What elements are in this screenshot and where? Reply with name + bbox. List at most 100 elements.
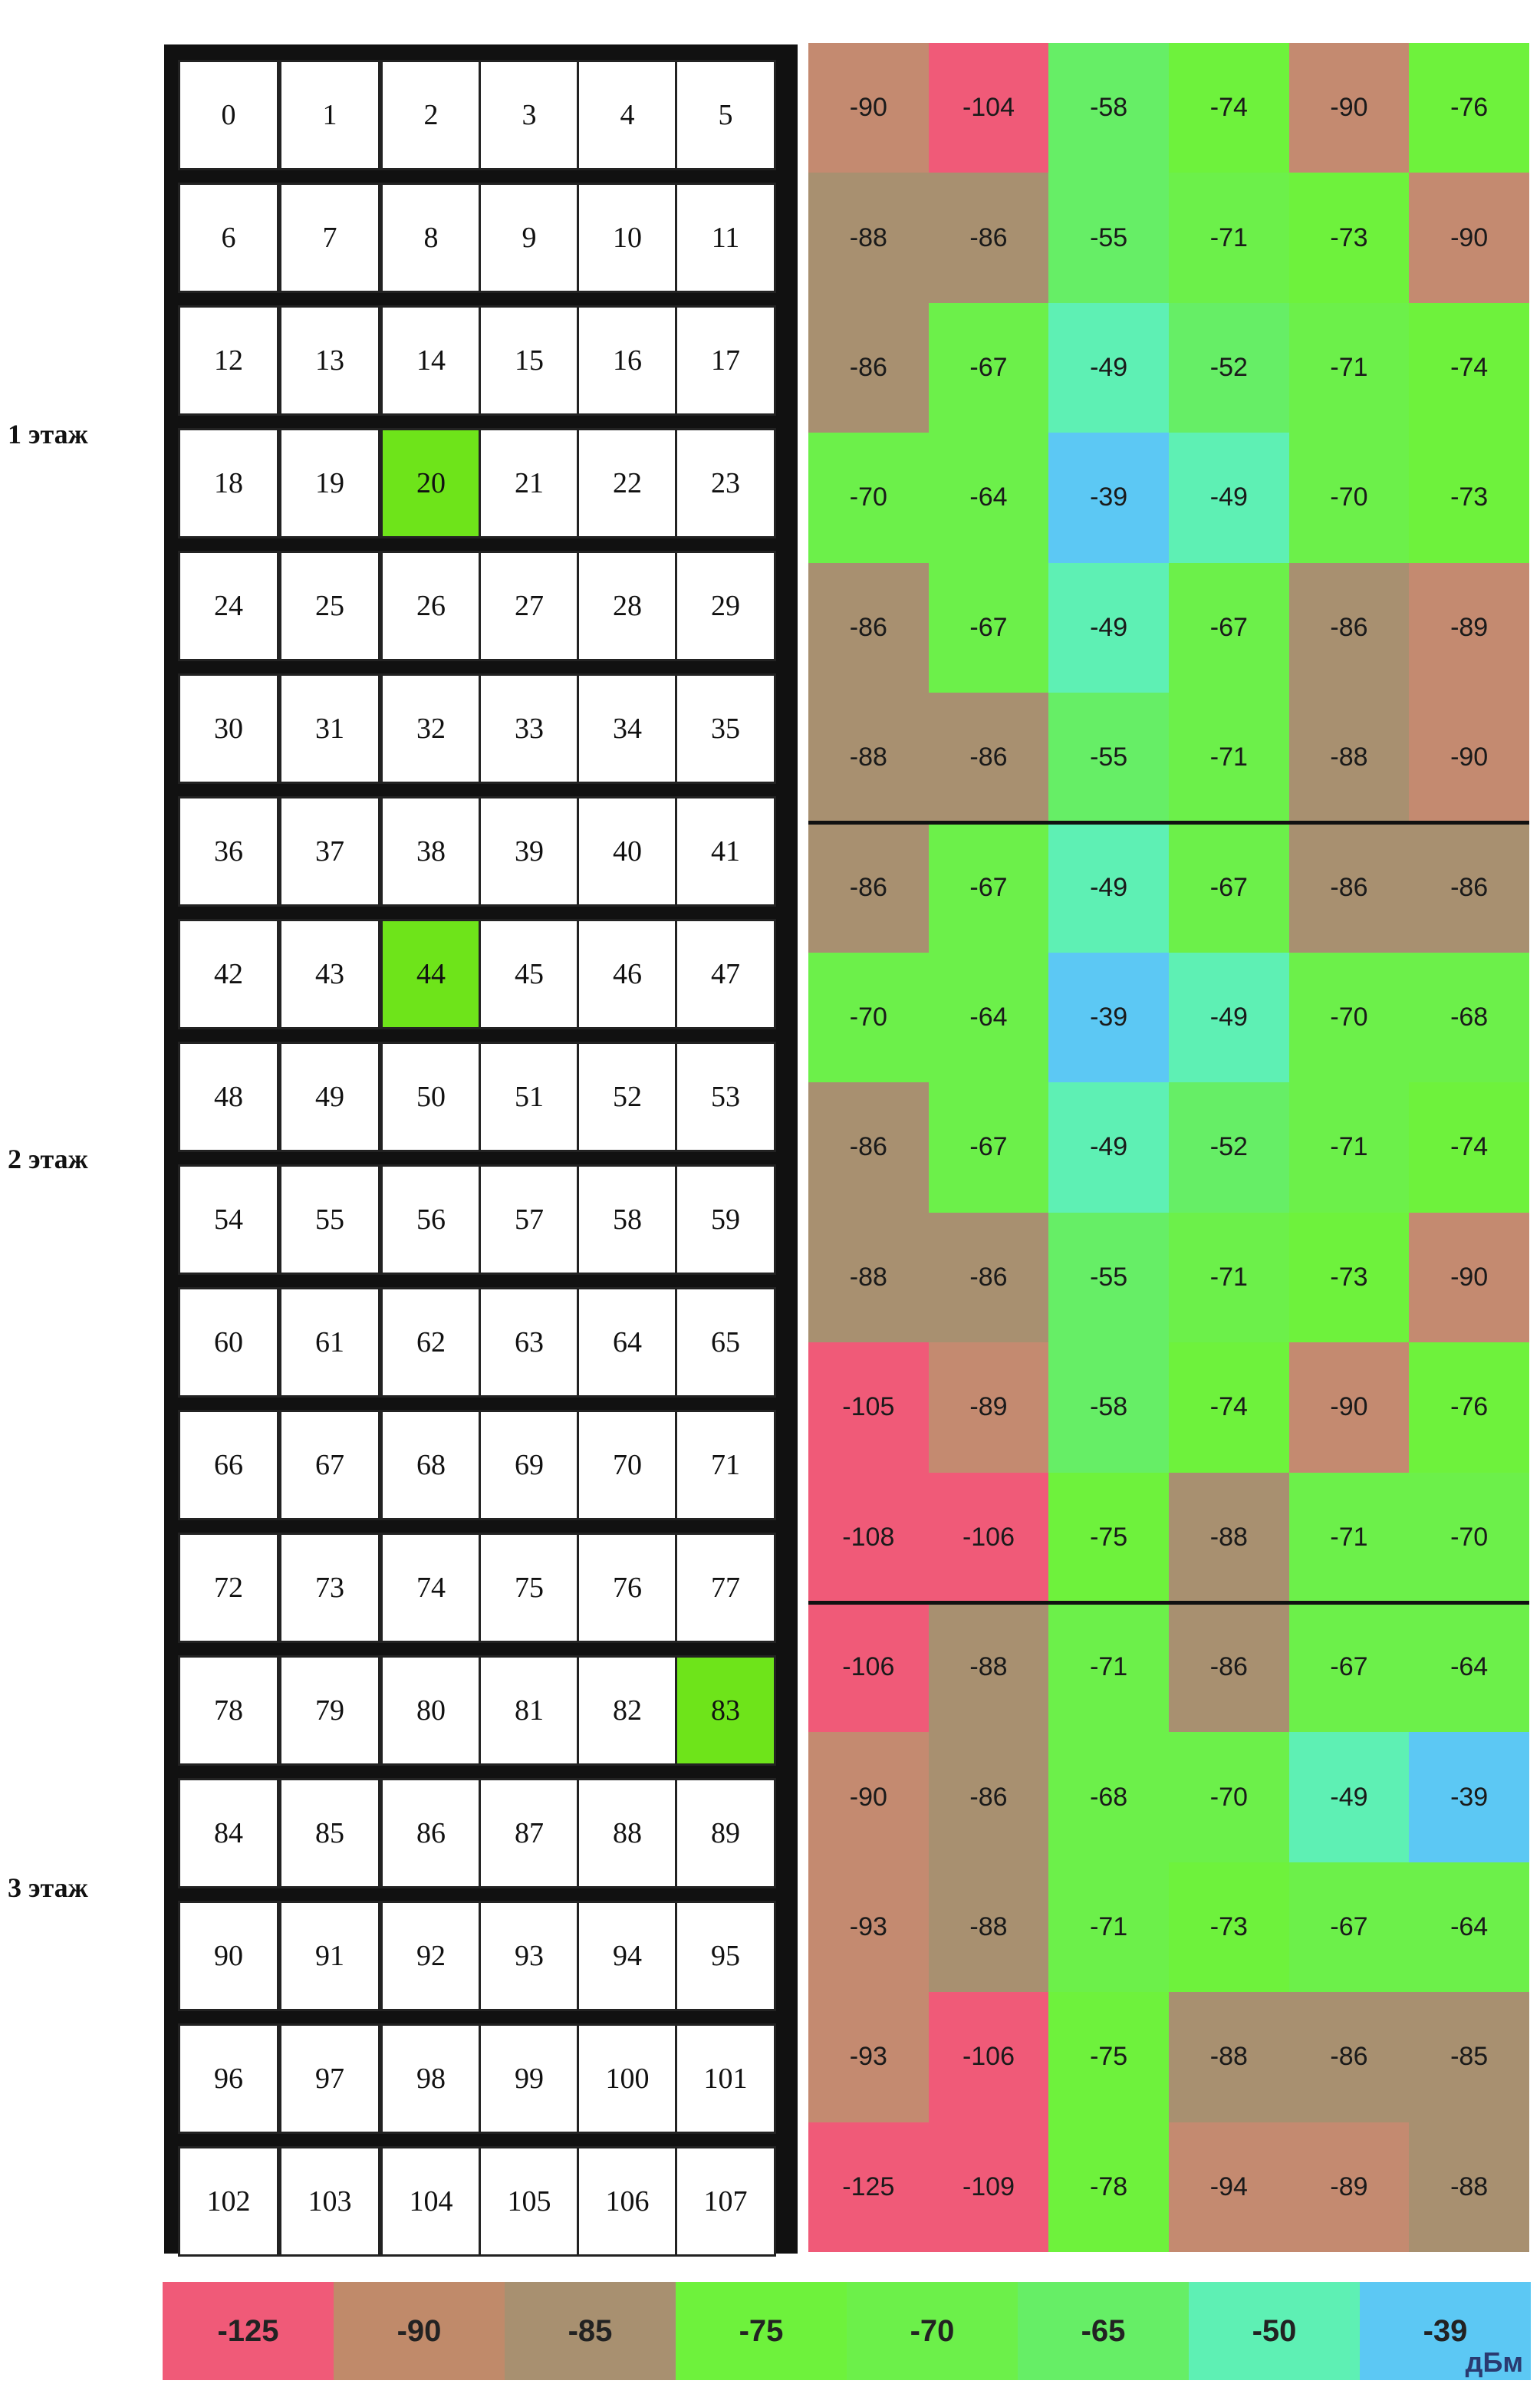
room-78: 78 bbox=[178, 1655, 279, 1766]
heat-cell: -89 bbox=[1409, 562, 1529, 693]
heat-cell: -71 bbox=[1288, 1472, 1410, 1602]
legend-item: -65 bbox=[1018, 2282, 1189, 2380]
heat-cell: -64 bbox=[928, 952, 1049, 1083]
room-3: 3 bbox=[479, 60, 580, 170]
heat-cell: -109 bbox=[928, 2122, 1049, 2252]
room-44: 44 bbox=[380, 919, 482, 1029]
heat-cell: -71 bbox=[1169, 1212, 1289, 1343]
heat-cell: -85 bbox=[1409, 1992, 1529, 2122]
room-87: 87 bbox=[479, 1778, 580, 1888]
heat-cell: -88 bbox=[1169, 1992, 1289, 2122]
heat-cell: -67 bbox=[1169, 562, 1289, 693]
room-99: 99 bbox=[479, 2023, 580, 2134]
room-6: 6 bbox=[178, 183, 279, 293]
room-72: 72 bbox=[178, 1533, 279, 1643]
room-41: 41 bbox=[675, 796, 776, 907]
room-73: 73 bbox=[279, 1533, 380, 1643]
heat-cell: -86 bbox=[1288, 822, 1410, 953]
room-10: 10 bbox=[577, 183, 678, 293]
room-75: 75 bbox=[479, 1533, 580, 1643]
heat-cell: -75 bbox=[1048, 1472, 1169, 1602]
room-15: 15 bbox=[479, 305, 580, 416]
room-33: 33 bbox=[479, 673, 580, 784]
heat-cell: -55 bbox=[1048, 693, 1169, 823]
heat-cell: -70 bbox=[1169, 1732, 1289, 1862]
heat-cell: -70 bbox=[1288, 952, 1410, 1083]
heat-cell: -86 bbox=[1169, 1602, 1289, 1733]
room-63: 63 bbox=[479, 1287, 580, 1398]
heat-cell: -74 bbox=[1409, 302, 1529, 433]
heat-cell: -64 bbox=[1409, 1602, 1529, 1733]
room-8: 8 bbox=[380, 183, 482, 293]
room-95: 95 bbox=[675, 1901, 776, 2011]
heat-cell: -49 bbox=[1048, 302, 1169, 433]
room-104: 104 bbox=[380, 2146, 482, 2257]
legend-item: -39 bbox=[1360, 2282, 1531, 2380]
room-25: 25 bbox=[279, 551, 380, 661]
heat-cell: -67 bbox=[928, 562, 1049, 693]
heat-cell: -71 bbox=[1048, 1602, 1169, 1733]
heat-cell: -74 bbox=[1169, 43, 1289, 173]
heat-cell: -90 bbox=[808, 43, 929, 173]
heat-cell: -39 bbox=[1048, 952, 1169, 1083]
heat-cell: -89 bbox=[1288, 2122, 1410, 2252]
heat-cell: -86 bbox=[1288, 562, 1410, 693]
room-64: 64 bbox=[577, 1287, 678, 1398]
room-98: 98 bbox=[380, 2023, 482, 2134]
room-62: 62 bbox=[380, 1287, 482, 1398]
heat-cell: -86 bbox=[1409, 822, 1529, 953]
room-26: 26 bbox=[380, 551, 482, 661]
room-43: 43 bbox=[279, 919, 380, 1029]
room-34: 34 bbox=[577, 673, 678, 784]
room-28: 28 bbox=[577, 551, 678, 661]
room-71: 71 bbox=[675, 1410, 776, 1520]
room-77: 77 bbox=[675, 1533, 776, 1643]
room-81: 81 bbox=[479, 1655, 580, 1766]
signal-heatmap: -90 -104 -58 -74 -90 -76 -88 -86 -55 -71 -73 -90 -86… bbox=[808, 43, 1529, 2252]
heat-cell: -88 bbox=[1288, 693, 1410, 823]
heat-cell: -86 bbox=[928, 693, 1049, 823]
legend-unit: дБм bbox=[1465, 2346, 1523, 2378]
floor-divider bbox=[808, 821, 1529, 825]
room-67: 67 bbox=[279, 1410, 380, 1520]
heat-cell: -90 bbox=[1409, 693, 1529, 823]
room-42: 42 bbox=[178, 919, 279, 1029]
floor-label-3: 3 этаж bbox=[8, 1872, 88, 1903]
room-65: 65 bbox=[675, 1287, 776, 1398]
heat-cell: -39 bbox=[1409, 1732, 1529, 1862]
room-2: 2 bbox=[380, 60, 482, 170]
heat-cell: -86 bbox=[808, 302, 929, 433]
room-102: 102 bbox=[178, 2146, 279, 2257]
heat-cell: -39 bbox=[1048, 433, 1169, 563]
heat-cell: -88 bbox=[808, 1212, 929, 1343]
room-7: 7 bbox=[279, 183, 380, 293]
heat-cell: -94 bbox=[1169, 2122, 1289, 2252]
heat-cell: -86 bbox=[1288, 1992, 1410, 2122]
heat-cell: -88 bbox=[1169, 1472, 1289, 1602]
heat-cell: -64 bbox=[928, 433, 1049, 563]
room-59: 59 bbox=[675, 1164, 776, 1275]
floor-label-2: 2 этаж bbox=[8, 1144, 88, 1174]
room-100: 100 bbox=[577, 2023, 678, 2134]
legend-item: -90 bbox=[334, 2282, 505, 2380]
heat-cell: -75 bbox=[1048, 1992, 1169, 2122]
room-83: 83 bbox=[675, 1655, 776, 1766]
room-89: 89 bbox=[675, 1778, 776, 1888]
heat-cell: -71 bbox=[1169, 173, 1289, 303]
room-107: 107 bbox=[675, 2146, 776, 2257]
room-61: 61 bbox=[279, 1287, 380, 1398]
room-17: 17 bbox=[675, 305, 776, 416]
room-90: 90 bbox=[178, 1901, 279, 2011]
heat-cell: -88 bbox=[808, 693, 929, 823]
room-46: 46 bbox=[577, 919, 678, 1029]
room-29: 29 bbox=[675, 551, 776, 661]
heat-cell: -90 bbox=[1288, 43, 1410, 173]
heat-cell: -104 bbox=[928, 43, 1049, 173]
room-11: 11 bbox=[675, 183, 776, 293]
heat-cell: -73 bbox=[1409, 433, 1529, 563]
room-105: 105 bbox=[479, 2146, 580, 2257]
room-101: 101 bbox=[675, 2023, 776, 2134]
room-23: 23 bbox=[675, 428, 776, 538]
heat-cell: -71 bbox=[1169, 693, 1289, 823]
